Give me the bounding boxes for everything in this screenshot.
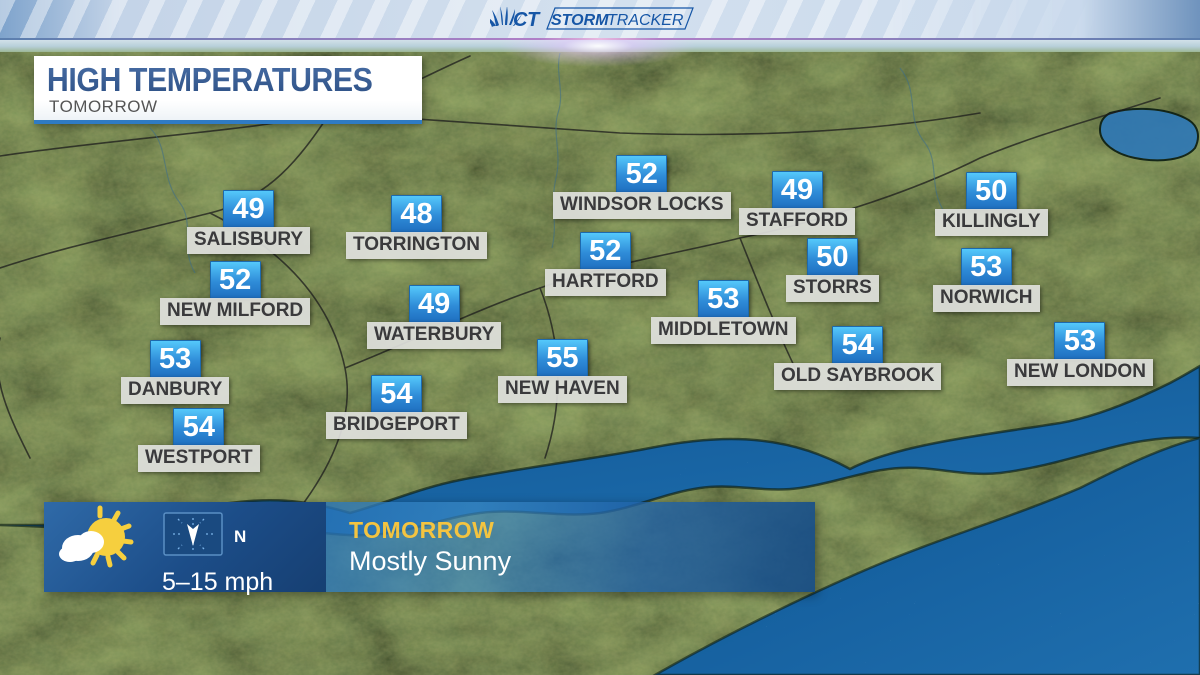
svg-text:TRACKER: TRACKER [607,12,684,29]
svg-text:CT: CT [513,9,541,31]
svg-text:STORM: STORM [551,12,609,29]
